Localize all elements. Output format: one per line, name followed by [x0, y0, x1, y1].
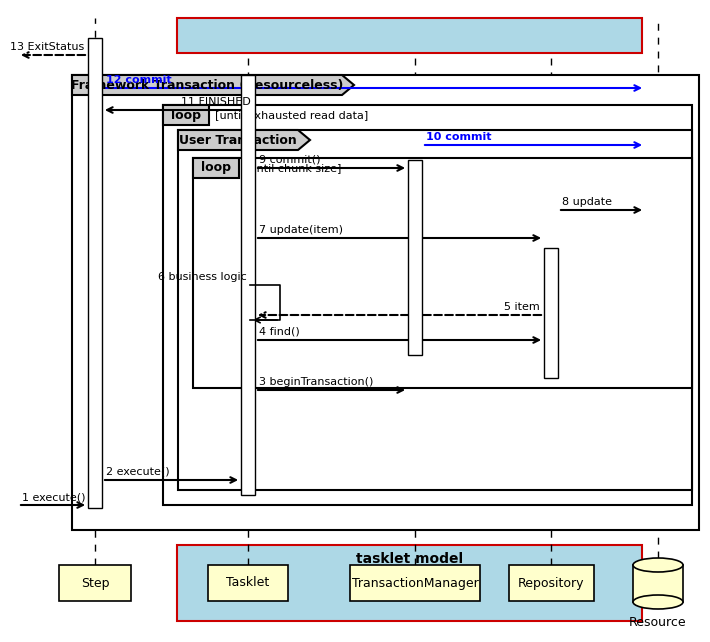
Bar [633, 565, 683, 602]
Bar [193, 158, 692, 388]
Bar [193, 158, 239, 178]
Text: 1 execute(): 1 execute() [22, 492, 85, 502]
Bar [163, 105, 209, 125]
Bar [509, 565, 594, 601]
Ellipse shape [633, 558, 683, 572]
Text: Tasklet: Tasklet [226, 577, 270, 589]
Bar [241, 75, 255, 495]
Text: Resource: Resource [629, 616, 687, 629]
Text: 5 item: 5 item [504, 302, 540, 312]
Bar [178, 130, 692, 490]
Bar [350, 565, 480, 601]
Ellipse shape [633, 595, 683, 609]
Bar [177, 545, 642, 621]
Bar [177, 18, 642, 53]
Bar [59, 565, 131, 601]
Bar [163, 105, 692, 505]
Text: Step: Step [81, 577, 109, 589]
Text: 13 ExitStatus: 13 ExitStatus [10, 42, 84, 52]
Bar [208, 565, 288, 601]
Text: 2 execute(): 2 execute() [106, 467, 170, 477]
Text: 10 commit: 10 commit [426, 132, 491, 142]
Text: [until exhausted read data]: [until exhausted read data] [215, 110, 368, 120]
Bar [88, 38, 102, 508]
Text: 12 commit: 12 commit [106, 75, 172, 85]
Text: 4 find(): 4 find() [259, 327, 300, 337]
Text: loop: loop [171, 108, 201, 121]
Text: Repository: Repository [518, 577, 584, 589]
Bar [72, 75, 699, 530]
Bar [544, 248, 558, 378]
Polygon shape [72, 75, 354, 95]
Text: User Transaction: User Transaction [179, 134, 297, 146]
Text: [until chunk size]: [until chunk size] [245, 163, 342, 173]
Text: 11 FINISHED: 11 FINISHED [181, 97, 251, 107]
Text: 7 update(item): 7 update(item) [259, 225, 343, 235]
Polygon shape [178, 130, 310, 150]
Text: Framework Transaction (Resourceless): Framework Transaction (Resourceless) [71, 78, 343, 92]
Text: 8 update: 8 update [562, 197, 612, 207]
Text: TransactionManager: TransactionManager [351, 577, 479, 589]
Text: 3 beginTransaction(): 3 beginTransaction() [259, 377, 373, 387]
Bar [408, 160, 422, 355]
Text: 6 business logic: 6 business logic [158, 272, 247, 282]
Text: tasklet model: tasklet model [356, 552, 463, 566]
Text: loop: loop [201, 162, 231, 175]
Text: 9 commit(): 9 commit() [259, 155, 320, 165]
